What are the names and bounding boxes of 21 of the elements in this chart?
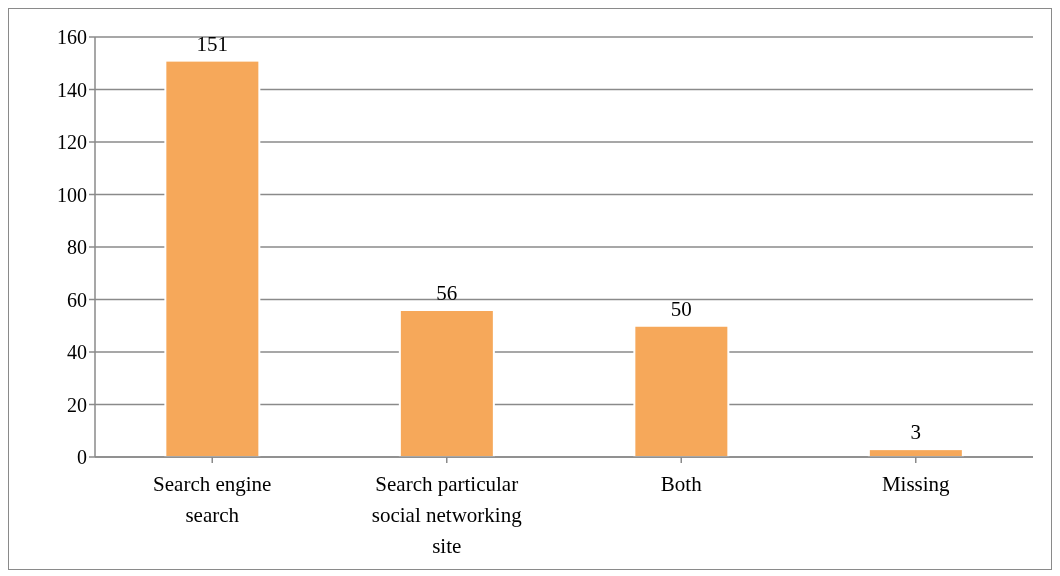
y-tick-label: 160: [57, 26, 87, 49]
x-tick-label: Search engine search: [153, 472, 272, 527]
bar: [867, 448, 964, 457]
y-tick-label: 20: [67, 393, 87, 416]
y-tick-label: 100: [57, 183, 87, 206]
y-tick-label: 120: [57, 131, 87, 154]
data-label: 56: [436, 281, 458, 305]
data-label: 3: [910, 420, 922, 445]
y-tick-label: 140: [57, 78, 87, 101]
x-tick-label: Missing: [881, 472, 951, 496]
data-label: 151: [196, 31, 229, 56]
y-tick-label: 40: [67, 341, 87, 364]
data-label: 50: [670, 296, 692, 321]
y-tick-label: 0: [77, 446, 87, 469]
x-tick-label: Search particular social networking site: [371, 472, 523, 558]
bar: [633, 324, 730, 457]
y-tick-label: 80: [67, 236, 87, 259]
x-tick-label: Both: [660, 472, 703, 496]
bar: [164, 59, 261, 457]
y-tick-label: 60: [67, 288, 87, 311]
bar: [398, 309, 495, 457]
